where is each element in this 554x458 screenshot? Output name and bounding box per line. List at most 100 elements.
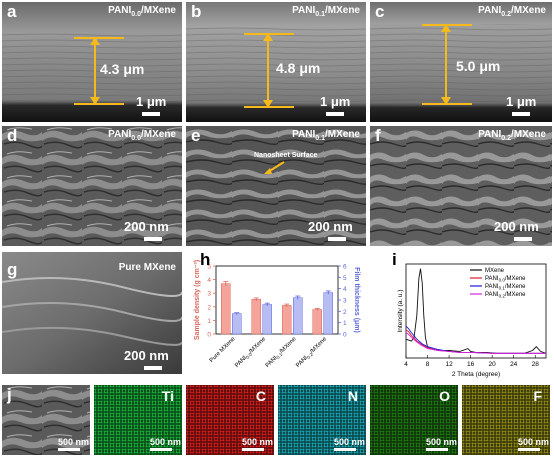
eds-map-c: C 500 nm [186, 385, 274, 455]
eds-element-label: Ti [161, 388, 174, 404]
legend-label-2: PANI0.1/MXene [485, 284, 526, 291]
eds-scale-bar [150, 448, 172, 451]
thickness-bottom-line-a [74, 103, 124, 105]
eds-scale-bar [518, 448, 540, 451]
panel-g: g Pure MXene 200 nm [2, 252, 182, 374]
thickness-value-c: 5.0 μm [456, 58, 501, 74]
thickness-top-line-a [74, 37, 124, 39]
legend-label-3: PANI0.2/MXene [485, 292, 526, 299]
panel-title-g: Pure MXene [118, 262, 176, 273]
panel-j: j 500 nm [2, 385, 90, 455]
scale-label-e: 200 nm [308, 219, 353, 234]
panel-title-b: PANI0.1/MXene [292, 5, 360, 18]
eds-scale-bar [426, 448, 448, 451]
scale-bar-g [144, 366, 162, 370]
xrd-line-1 [405, 329, 546, 354]
panel-c: c PANI0.2/MXene 5.0 μm 1 μm [370, 2, 552, 122]
plot-frame [405, 263, 547, 359]
sem-image-f [370, 126, 552, 246]
bar-density-2 [282, 305, 292, 335]
panel-h: h 0 1 2 3 4 5 0 1 2 3 4 5 6 Sample density (g cm⁻³) Fi… [188, 250, 368, 378]
right-tick-label: 0 [343, 332, 347, 339]
eds-scale-label: 500 nm [150, 437, 182, 447]
bar-thickness-2 [293, 297, 303, 335]
x-tick-label: 16 [467, 361, 475, 368]
thickness-value-b: 4.8 μm [276, 60, 321, 76]
sem-image-b [186, 2, 366, 122]
scale-label-a: 1 μm [136, 94, 167, 109]
panel-title-e: PANI0.1/MXene [292, 129, 360, 142]
category-label-3: PANI0.2/MXene [295, 336, 329, 370]
eds-scale-label: 500 nm [426, 437, 458, 447]
eds-map-f: F 500 nm [462, 385, 550, 455]
panel-f: f PANI0.2/MXene 200 nm [370, 126, 552, 246]
x-tick-label: 8 [426, 361, 430, 368]
y-axis-label: Intensity (a. u.) [397, 290, 404, 333]
x-tick-label: 28 [532, 361, 540, 368]
right-tick-label: 3 [343, 298, 347, 305]
x-tick-label: 12 [445, 361, 453, 368]
scale-bar-b [326, 112, 344, 116]
sem-image-e [186, 126, 366, 246]
panel-label-c: c [375, 2, 385, 21]
sem-image-g [2, 252, 182, 374]
nanosheet-annotation: Nanosheet Surface [254, 152, 318, 159]
xrd-chart: 4 8 12 16 20 24 28 2 Theta (degree) Intensity (a… [397, 263, 547, 378]
left-axis-label: Sample density (g cm⁻³) [194, 260, 201, 340]
scale-label-g: 200 nm [124, 348, 169, 363]
sem-image-j [2, 385, 90, 455]
scale-bar-f [514, 237, 532, 241]
panel-label-e: e [191, 126, 201, 145]
thickness-arrow-c [441, 24, 451, 105]
right-tick-label: 1 [343, 320, 347, 327]
eds-scale-label: 500 nm [334, 437, 366, 447]
bar-thickness-0 [232, 313, 242, 335]
bar-density-3 [312, 309, 322, 335]
panel-label-a: a [7, 2, 17, 21]
scale-label-j: 500 nm [58, 437, 90, 447]
panel-label-h: h [200, 250, 211, 269]
legend-label-1: PANI0.0/MXene [485, 276, 526, 283]
category-label-2: PANI0.1/MXene [265, 336, 299, 370]
scale-label-d: 200 nm [124, 219, 169, 234]
panel-title-d: PANI0.0/MXene [108, 129, 176, 142]
sem-image-d [2, 126, 182, 246]
panel-d: d PANI0.0/MXene 200 nm [2, 126, 182, 246]
panel-i: i 4 8 12 16 20 24 28 2 Theta (degree) Intensity … [376, 250, 552, 378]
panel-title-a: PANI0.0/MXene [108, 5, 176, 18]
thickness-bottom-line-c [422, 103, 472, 105]
panel-title-c: PANI0.2/MXene [478, 5, 546, 18]
category-label-0: Pure MXene [209, 336, 237, 364]
left-tick-label: 0 [207, 332, 211, 339]
panel-label-j: j [7, 385, 12, 404]
thickness-top-line-b [244, 33, 294, 35]
panel-b: b PANI0.1/MXene 4.8 μm 1 μm [186, 2, 366, 122]
scale-bar-j [58, 448, 80, 451]
eds-element-label: N [347, 388, 358, 404]
scale-bar-a [142, 112, 160, 116]
scale-label-b: 1 μm [320, 94, 351, 109]
x-axis-label: 2 Theta (degree) [452, 371, 500, 378]
scale-label-f: 200 nm [494, 219, 539, 234]
eds-scale-bar [334, 448, 356, 451]
scale-bar-d [144, 237, 162, 241]
density-thickness-chart: 0 1 2 3 4 5 0 1 2 3 4 5 6 Sample density (g cm⁻³) Film… [194, 260, 360, 370]
category-label-1: PANI0.0/MXene [234, 336, 268, 370]
left-tick-label: 4 [207, 277, 211, 284]
panel-label-i: i [392, 250, 397, 269]
eds-scale-label: 500 nm [518, 437, 550, 447]
scale-bar-e [328, 237, 346, 241]
xrd-line-2 [405, 325, 546, 354]
left-tick-label: 2 [207, 304, 211, 311]
xrd-line-3 [405, 332, 546, 354]
thickness-bottom-line-b [244, 106, 294, 108]
right-tick-label: 6 [343, 264, 347, 271]
nanosheet-arrow [264, 161, 285, 174]
panel-e: e PANI0.1/MXene Nanosheet Surface 200 nm [186, 126, 366, 246]
legend-label-0: MXene [485, 268, 505, 274]
eds-map-ti: Ti 500 nm [94, 385, 182, 455]
thickness-value-a: 4.3 μm [100, 61, 145, 77]
eds-scale-bar [242, 448, 264, 451]
eds-scale-label: 500 nm [242, 437, 274, 447]
right-tick-label: 2 [343, 309, 347, 316]
